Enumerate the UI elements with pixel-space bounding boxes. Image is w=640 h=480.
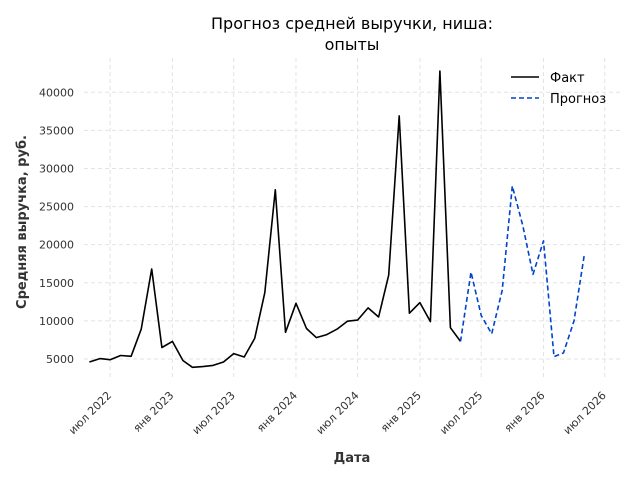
x-tick-label: янв 2024 — [254, 389, 300, 435]
fact-series-line — [89, 70, 462, 369]
x-axis-ticks: июл 2022 янв 2023 июл 2023 янв 2024 июл 2024… — [66, 389, 609, 437]
y-tick-label: 40000 — [39, 86, 74, 99]
chart-title: Прогноз средней выручки, ниша: опыты — [211, 14, 493, 54]
chart-title-line1: Прогноз средней выручки, ниша: — [211, 14, 493, 33]
x-tick-label: янв 2025 — [378, 389, 424, 435]
y-tick-label: 35000 — [39, 124, 74, 137]
forecast-series-line — [459, 185, 585, 358]
legend-label-forecast: Прогноз — [550, 92, 606, 107]
x-axis-label: Дата — [334, 451, 371, 466]
y-tick-label: 30000 — [39, 162, 74, 175]
x-tick-label: июл 2026 — [561, 389, 609, 437]
y-axis-ticks: 5000 10000 15000 20000 25000 30000 35000 40000 — [39, 86, 74, 366]
x-tick-label: янв 2026 — [502, 389, 548, 435]
x-tick-label: янв 2023 — [131, 389, 177, 435]
series-lines — [89, 70, 585, 369]
y-tick-label: 25000 — [39, 201, 74, 214]
y-tick-label: 15000 — [39, 277, 74, 290]
y-tick-label: 5000 — [46, 353, 74, 366]
x-tick-label: июл 2024 — [314, 389, 362, 437]
y-axis-label: Средняя выручка, руб. — [15, 135, 30, 309]
y-tick-label: 20000 — [39, 239, 74, 252]
x-tick-label: июл 2025 — [437, 389, 485, 437]
legend: Факт Прогноз — [511, 71, 606, 107]
legend-label-fact: Факт — [550, 71, 585, 86]
chart-title-line2: опыты — [325, 35, 380, 54]
y-tick-label: 10000 — [39, 315, 74, 328]
x-tick-label: июл 2023 — [190, 389, 238, 437]
x-tick-label: июл 2022 — [66, 389, 114, 437]
grid — [84, 58, 620, 378]
